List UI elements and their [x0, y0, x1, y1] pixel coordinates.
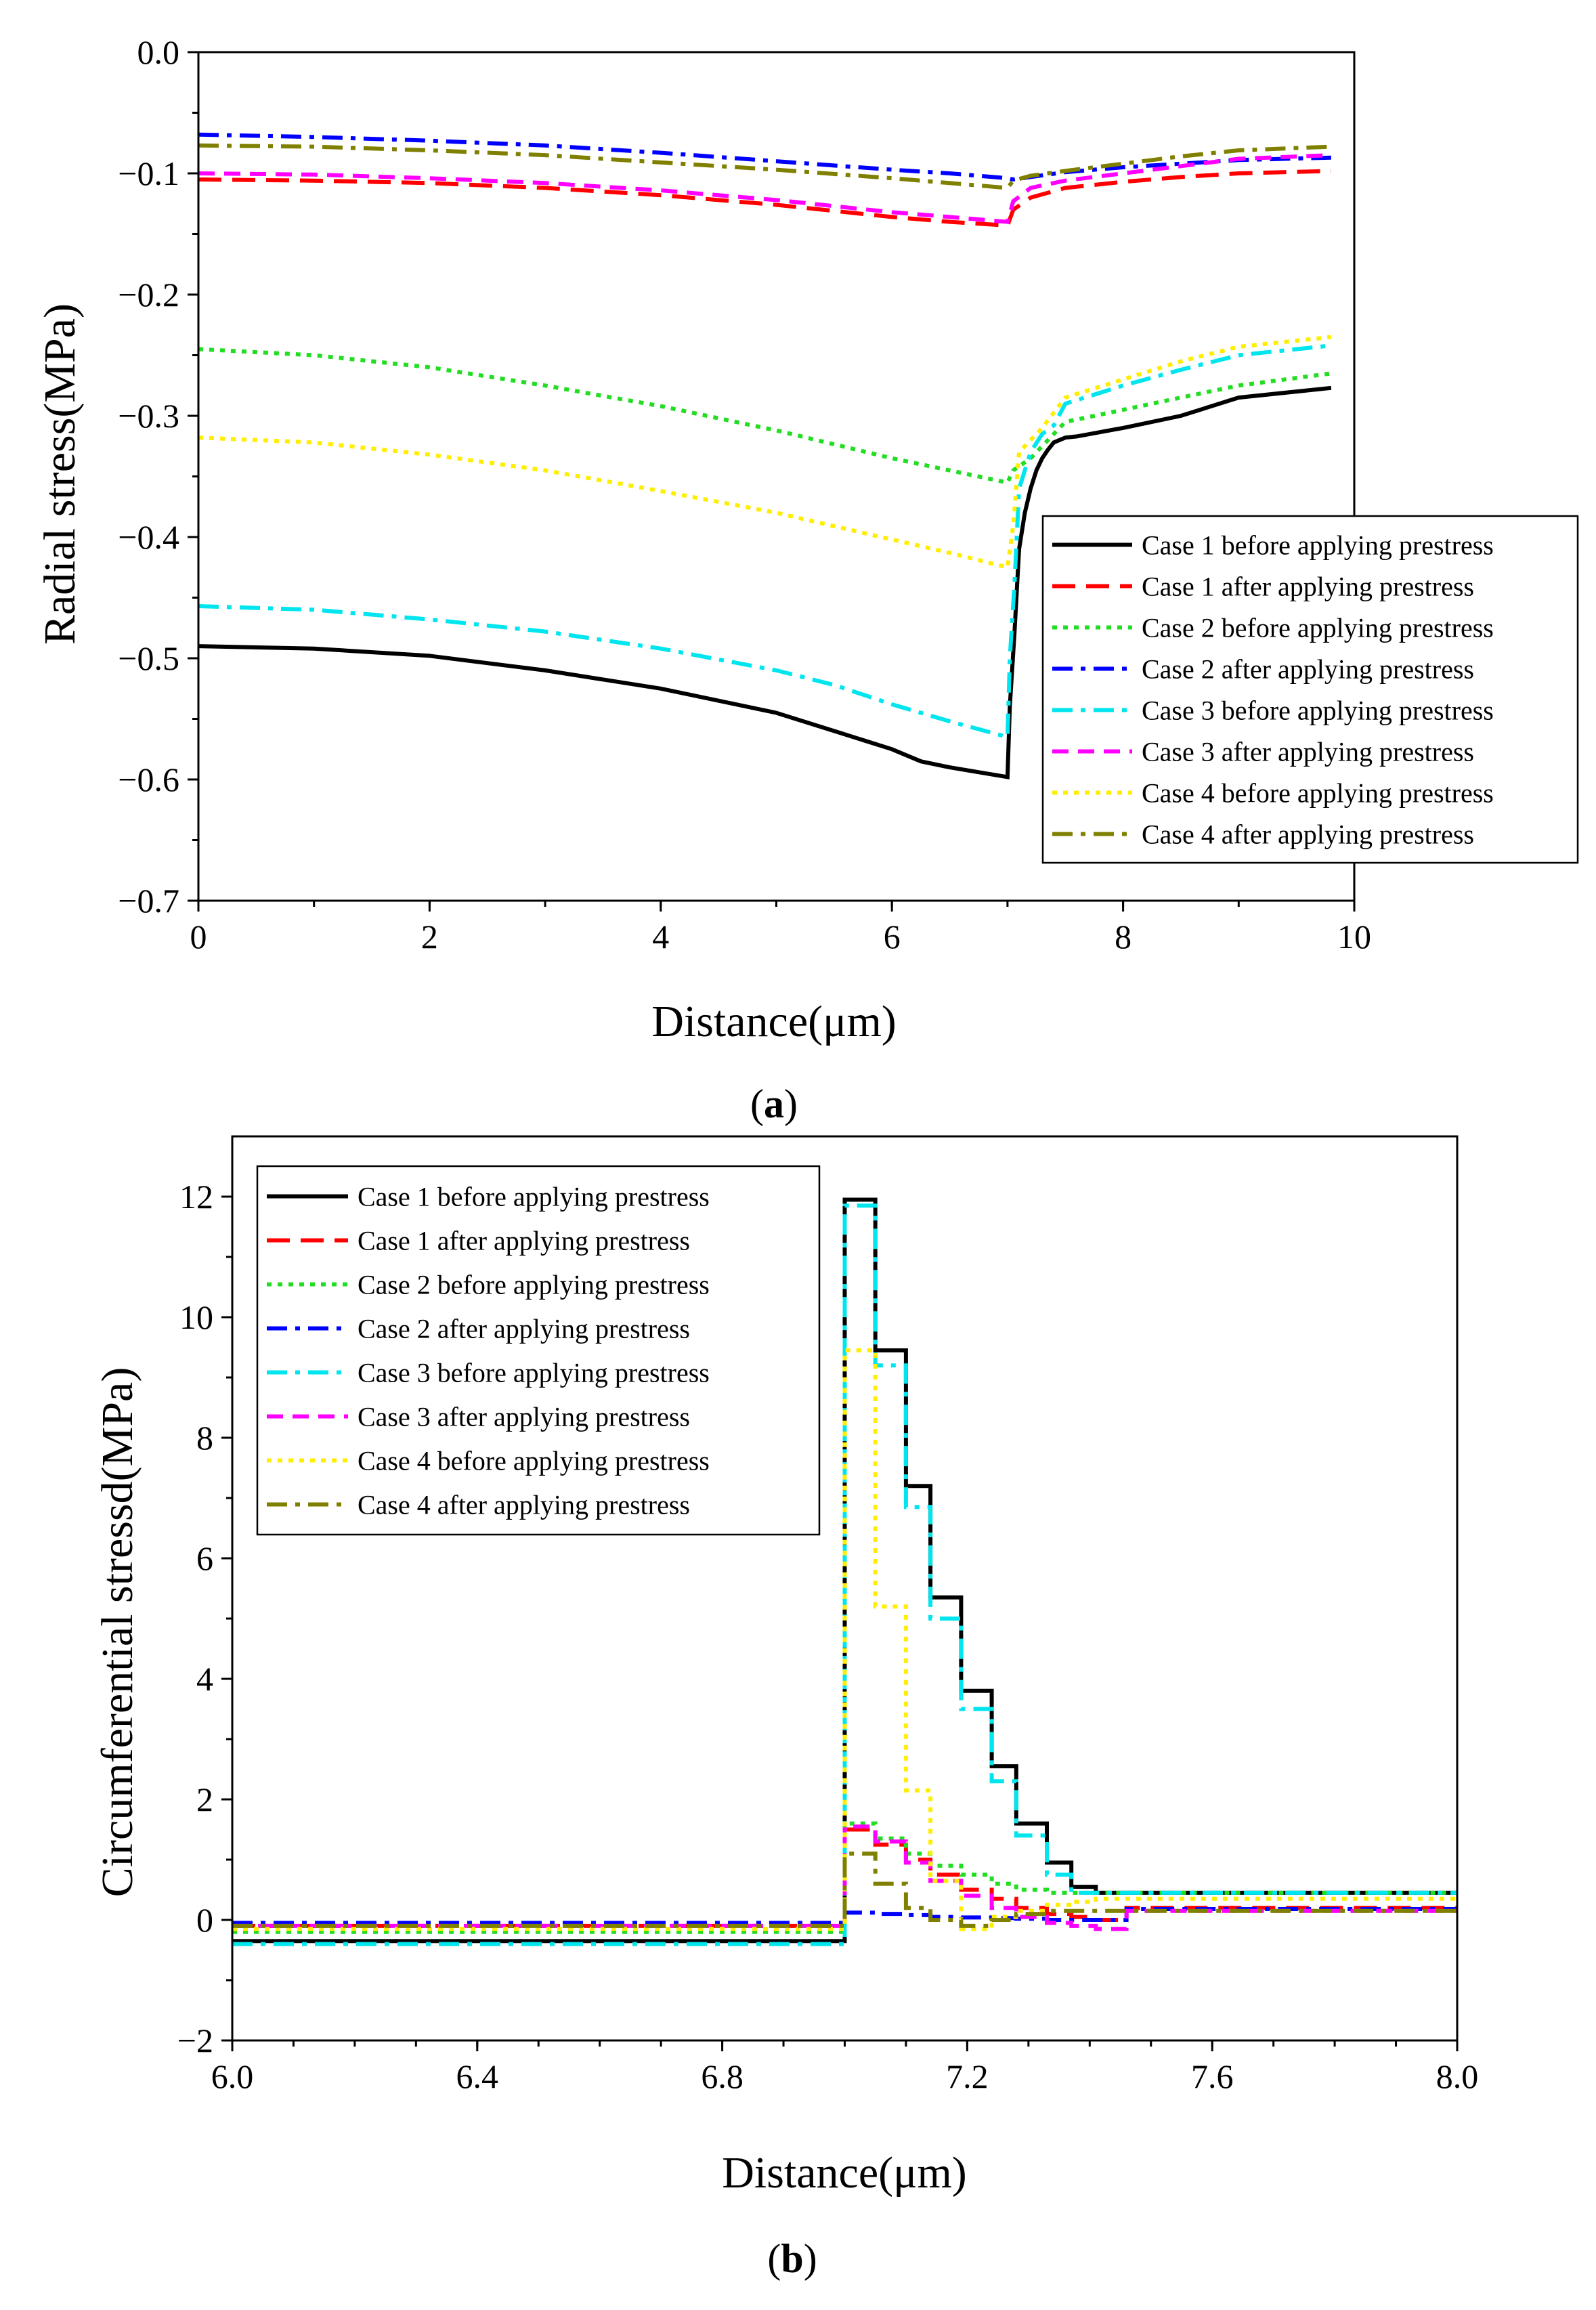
x-tick-label: 7.6 [1191, 2057, 1234, 2095]
series-line-4 [198, 132, 1331, 182]
y-tick-label: −0.1 [118, 154, 179, 192]
panel-b-caption: (b) [767, 2236, 817, 2281]
legend-entry-5: Case 3 before applying prestress [358, 1358, 710, 1388]
panel-b-caption-letter: b [781, 2236, 803, 2281]
legend-entry-7: Case 4 before applying prestress [358, 1446, 710, 1476]
y-tick-label: 12 [179, 1178, 213, 1216]
series-line-7 [198, 335, 1332, 570]
y-tick-label: −0.3 [118, 397, 179, 435]
x-tick-label: 7.2 [946, 2057, 989, 2095]
x-tick-label: 10 [1337, 918, 1371, 956]
series-line-4 [232, 1907, 1457, 1925]
legend-entry-2: Case 1 after applying prestress [358, 1226, 690, 1256]
legend-entry-1: Case 1 before applying prestress [358, 1182, 710, 1212]
panel-a-y-axis-label: Radial stress(MPa) [35, 303, 85, 645]
series-line-6 [198, 153, 1332, 224]
legend-entry-6: Case 3 after applying prestress [1142, 737, 1474, 767]
legend-entry-2: Case 1 after applying prestress [1142, 572, 1474, 602]
y-tick-label: 8 [196, 1419, 213, 1457]
x-tick-label: 6 [884, 918, 901, 956]
y-tick-label: −0.4 [118, 518, 179, 556]
y-tick-label: 6 [196, 1539, 213, 1577]
legend-entry-8: Case 4 after applying prestress [1142, 819, 1474, 850]
panel-a-caption-letter: a [764, 1082, 784, 1126]
y-tick-label: −0.7 [118, 882, 179, 920]
y-tick-label: −2 [177, 2022, 213, 2059]
x-tick-label: 8.0 [1436, 2057, 1479, 2095]
x-tick-label: 6.4 [456, 2057, 499, 2095]
legend-entry-1: Case 1 before applying prestress [1142, 530, 1494, 561]
legend-entry-4: Case 2 after applying prestress [1142, 654, 1474, 685]
x-tick-label: 6.0 [211, 2057, 254, 2095]
legend-box [1041, 515, 1579, 864]
legend-entry-4: Case 2 after applying prestress [358, 1314, 690, 1344]
panel-b-plot-area [232, 1197, 1457, 1946]
x-tick-label: 2 [421, 918, 438, 956]
y-tick-label: 0.0 [137, 33, 180, 71]
panel-b-x-axis-label: Distance(μm) [722, 2148, 967, 2198]
panel-a-radial-stress-chart: 0 2 4 6 8 10 0.0 −0.1 −0.2 −0.3 −0.4 −0.5 −0.6 −0.7 D… [35, 33, 1579, 1126]
series-line-1 [198, 385, 1332, 779]
series-line-3 [232, 1821, 1457, 1934]
series-line-5 [198, 343, 1332, 740]
legend-entry-7: Case 4 before applying prestress [1142, 778, 1494, 809]
x-tick-label: 6.8 [701, 2057, 743, 2095]
panel-b-ticks: 6.0 6.4 6.8 7.2 7.6 8.0 −2 0 2 4 6 8 10 12 [177, 1135, 1479, 2095]
panel-b-y-axis-label: Circumferential stressd(MPa) [93, 1367, 142, 1898]
series-line-6 [232, 1824, 1457, 1931]
legend-entry-5: Case 3 before applying prestress [1142, 696, 1494, 726]
y-tick-label: −0.6 [118, 761, 179, 798]
x-tick-label: 0 [190, 918, 207, 956]
series-line-2 [198, 169, 1331, 228]
x-tick-label: 4 [652, 918, 669, 956]
x-tick-label: 8 [1115, 918, 1131, 956]
panel-b-circumferential-stress-chart: 6.0 6.4 6.8 7.2 7.6 8.0 −2 0 2 4 6 8 10 12 Distance(μ… [93, 1135, 1479, 2281]
series-line-8 [198, 143, 1332, 190]
y-tick-label: −0.2 [118, 276, 179, 314]
panel-a-legend: Case 1 before applying prestress Case 1 a… [1041, 515, 1579, 864]
y-tick-label: −0.5 [118, 639, 179, 677]
panel-b-legend: Case 1 before applying prestress Case 1 a… [256, 1165, 821, 1536]
series-line-5 [232, 1203, 1457, 1946]
legend-entry-8: Case 4 after applying prestress [358, 1490, 690, 1520]
panel-a-caption: (a) [750, 1082, 798, 1126]
legend-entry-6: Case 3 after applying prestress [358, 1402, 690, 1432]
y-tick-label: 0 [196, 1901, 213, 1939]
series-line-8 [232, 1852, 1457, 1928]
panel-a-plot-area [198, 132, 1332, 779]
panel-a-x-axis-label: Distance(μm) [651, 997, 897, 1046]
y-tick-label: 4 [196, 1660, 213, 1698]
y-tick-label: 10 [179, 1298, 213, 1336]
legend-entry-3: Case 2 before applying prestress [1142, 613, 1494, 643]
panel-a-ticks: 0 2 4 6 8 10 0.0 −0.1 −0.2 −0.3 −0.4 −0.5 −0.6 −0.7 [118, 33, 1371, 956]
legend-box [256, 1165, 821, 1536]
y-tick-label: 2 [196, 1780, 213, 1818]
legend-entry-3: Case 2 before applying prestress [358, 1270, 710, 1300]
